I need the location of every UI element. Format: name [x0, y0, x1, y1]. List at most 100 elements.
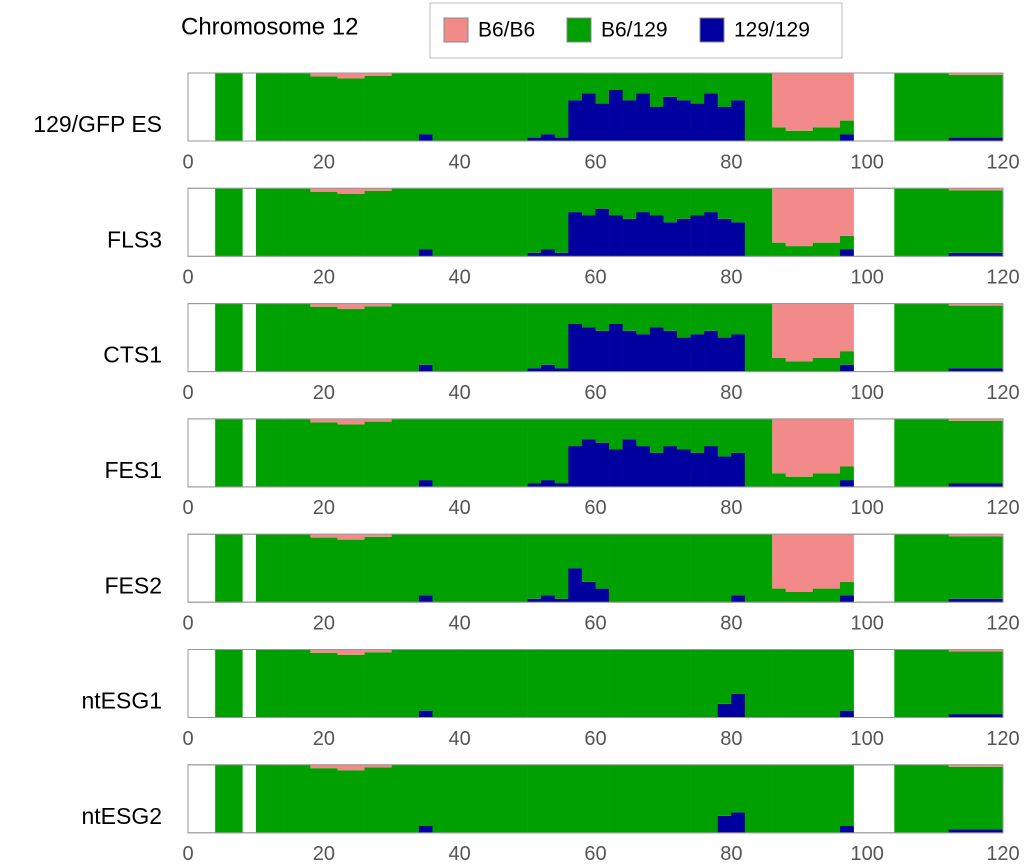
bar-segment	[717, 418, 732, 457]
bar-segment	[391, 303, 420, 372]
bar-segment	[215, 188, 230, 257]
bar-segment	[595, 103, 610, 141]
bar-segment	[215, 764, 230, 833]
bar-segment	[840, 466, 854, 481]
bar-segment	[609, 73, 623, 90]
bar-segment	[812, 358, 827, 372]
bar-segment	[799, 73, 814, 131]
bar-segment	[812, 534, 827, 589]
bar-segment	[799, 246, 814, 257]
x-tick-label: 40	[449, 728, 471, 750]
bar-segment	[310, 764, 338, 769]
bar-segment	[310, 76, 338, 141]
bar-segment	[812, 473, 827, 487]
bar-segment	[432, 303, 460, 372]
bar-segment	[663, 418, 678, 447]
x-tick-label: 120	[986, 728, 1019, 750]
bar-segment	[772, 127, 786, 141]
bar-segment	[310, 768, 338, 833]
bar-segment	[581, 327, 596, 372]
bar-segment	[527, 418, 542, 484]
bar-segment	[609, 303, 623, 324]
bar-segment	[744, 303, 773, 372]
bar-segment	[799, 764, 814, 833]
bar-segment	[337, 188, 365, 194]
bar-segment	[731, 188, 746, 223]
bar-segment	[785, 361, 800, 372]
bar-segment	[744, 764, 773, 833]
bar-segment	[636, 649, 651, 718]
bar-segment	[772, 73, 786, 128]
x-tick-label: 20	[313, 497, 335, 519]
bar-segment	[514, 188, 528, 257]
x-tick-label: 80	[720, 267, 742, 289]
bar-segment	[581, 439, 596, 487]
bar-segment	[826, 73, 841, 128]
bar-segment	[486, 303, 515, 372]
bar-segment	[663, 534, 678, 603]
bar-segment	[840, 480, 854, 487]
bar-segment	[799, 188, 814, 247]
bar-segment	[283, 73, 311, 141]
bar-segment	[568, 100, 583, 141]
bar-segment	[690, 215, 705, 257]
bar-segment	[826, 418, 841, 474]
bar-segment	[310, 307, 338, 372]
bar-segment	[636, 303, 651, 335]
bar-segment	[717, 107, 732, 141]
x-tick-label: 100	[850, 843, 883, 865]
bar-segment	[677, 218, 691, 257]
legend-label: B6/129	[601, 19, 668, 42]
bar-segment	[663, 188, 678, 223]
bar-segment	[255, 188, 284, 257]
x-tick-label: 120	[986, 612, 1019, 634]
x-tick-label: 80	[720, 843, 742, 865]
bar-segment	[486, 649, 515, 718]
bar-segment	[310, 537, 338, 603]
bar-segment	[255, 764, 284, 833]
bar-segment	[283, 764, 311, 833]
bar-segment	[581, 188, 596, 216]
bar-segment	[418, 188, 433, 250]
bar-segment	[527, 368, 542, 372]
bar-segment	[636, 334, 651, 372]
bar-segment	[636, 93, 651, 141]
bar-segment	[799, 649, 814, 718]
bar-segment	[812, 127, 827, 141]
bar-segment	[283, 303, 311, 372]
x-tick-label: 100	[850, 267, 883, 289]
bar-segment	[840, 418, 854, 467]
bar-segment	[772, 358, 786, 372]
bar-segment	[636, 73, 651, 94]
bar-segment	[840, 120, 854, 135]
bar-segment	[799, 592, 814, 603]
bar-segment	[622, 764, 637, 833]
x-tick-label: 60	[584, 497, 606, 519]
x-tick-label: 40	[449, 151, 471, 173]
bar-segment	[785, 476, 800, 487]
bar-segment	[690, 188, 705, 216]
bar-segment	[486, 418, 515, 487]
bar-segment	[418, 710, 433, 718]
bar-segment	[595, 764, 610, 833]
bar-segment	[799, 534, 814, 592]
bar-segment	[840, 764, 854, 826]
bar-segment	[595, 649, 610, 718]
bar-segment	[310, 649, 338, 653]
bar-segment	[622, 100, 637, 141]
bar-segment	[527, 649, 542, 718]
bar-segment	[432, 418, 460, 487]
bar-segment	[459, 188, 488, 257]
bar-segment	[541, 418, 556, 481]
bar-segment	[568, 764, 583, 833]
bar-segment	[840, 235, 854, 250]
bar-segment	[541, 364, 556, 372]
bar-segment	[649, 534, 664, 603]
bar-segment	[948, 188, 1004, 191]
bar-segment	[785, 534, 800, 592]
bar-segment	[541, 480, 556, 487]
bar-segment	[554, 188, 569, 253]
bar-segment	[228, 73, 243, 141]
bar-segment	[840, 73, 854, 121]
bar-segment	[840, 351, 854, 365]
